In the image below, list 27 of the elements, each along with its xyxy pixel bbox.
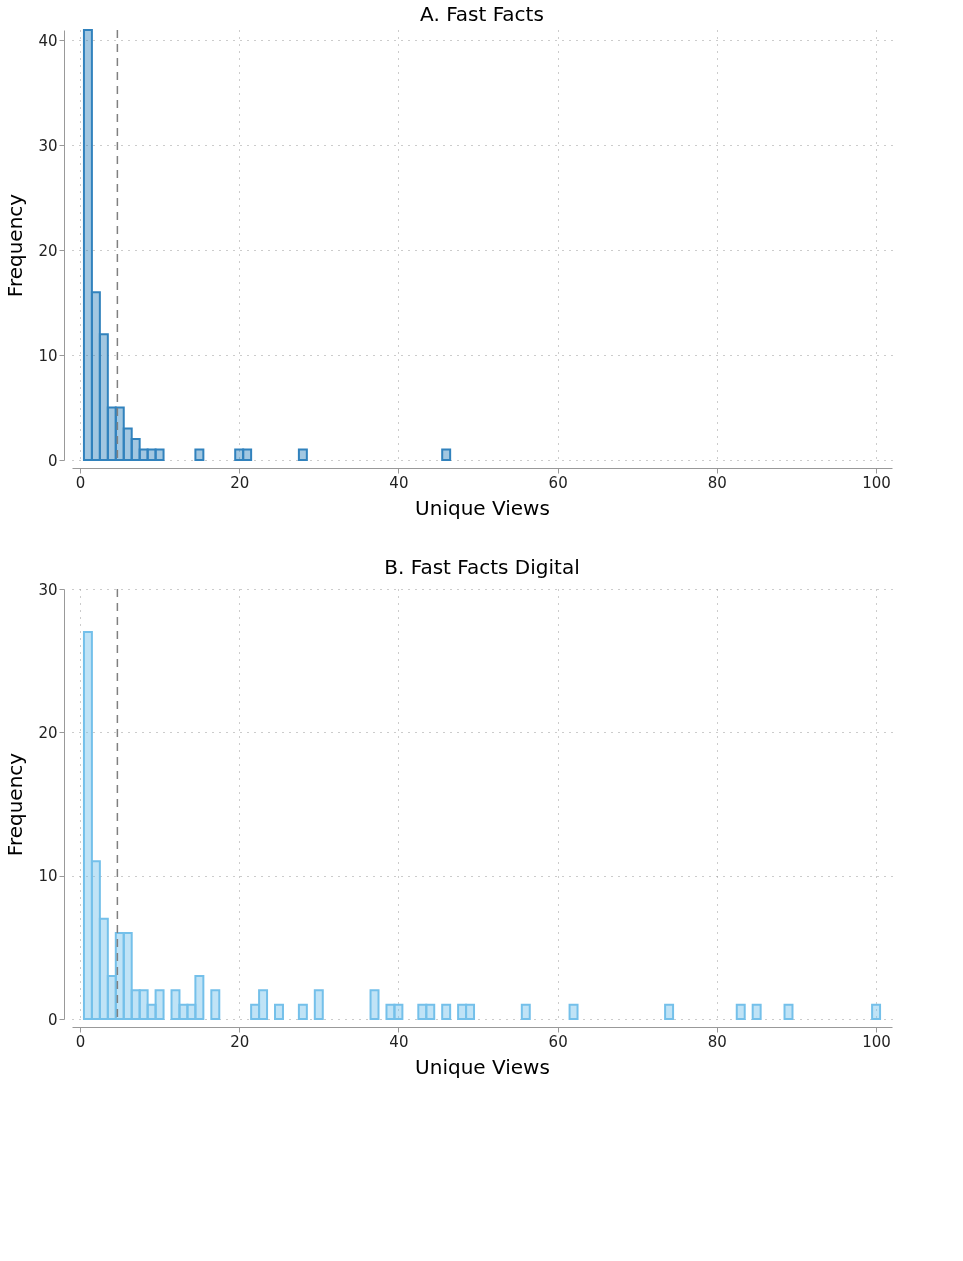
y-tick-label: 10 bbox=[38, 867, 58, 886]
y-tick-label: 10 bbox=[38, 346, 58, 365]
x-tick-label: 100 bbox=[862, 473, 891, 492]
y-axis-title: Frequency bbox=[3, 752, 28, 857]
x-axis-title: Unique Views bbox=[415, 1054, 550, 1079]
x-tick-label: 40 bbox=[389, 473, 409, 492]
y-tick-label: 20 bbox=[38, 723, 58, 742]
x-axis-title: Unique Views bbox=[415, 495, 550, 520]
x-tick-label: 0 bbox=[75, 1032, 86, 1051]
x-tick-label: 20 bbox=[230, 473, 250, 492]
y-tick-label: 0 bbox=[47, 1010, 58, 1029]
x-tick-label: 100 bbox=[862, 1032, 891, 1051]
x-tick-label: 80 bbox=[707, 473, 727, 492]
y-tick-label: 40 bbox=[38, 31, 58, 50]
y-tick-label: 0 bbox=[47, 451, 58, 470]
x-tick-label: 20 bbox=[230, 1032, 250, 1051]
y-tick-label: 30 bbox=[38, 580, 58, 599]
y-tick-label: 20 bbox=[38, 241, 58, 260]
x-tick-label: 40 bbox=[389, 1032, 409, 1051]
x-tick-label: 80 bbox=[707, 1032, 727, 1051]
y-tick-label: 30 bbox=[38, 136, 58, 155]
x-tick-label: 60 bbox=[548, 1032, 568, 1051]
chart-title: B. Fast Facts Digital bbox=[384, 555, 580, 579]
chart-title: A. Fast Facts bbox=[420, 2, 544, 26]
y-axis-title: Frequency bbox=[3, 193, 28, 298]
x-tick-label: 60 bbox=[548, 473, 568, 492]
x-tick-label: 0 bbox=[75, 473, 86, 492]
